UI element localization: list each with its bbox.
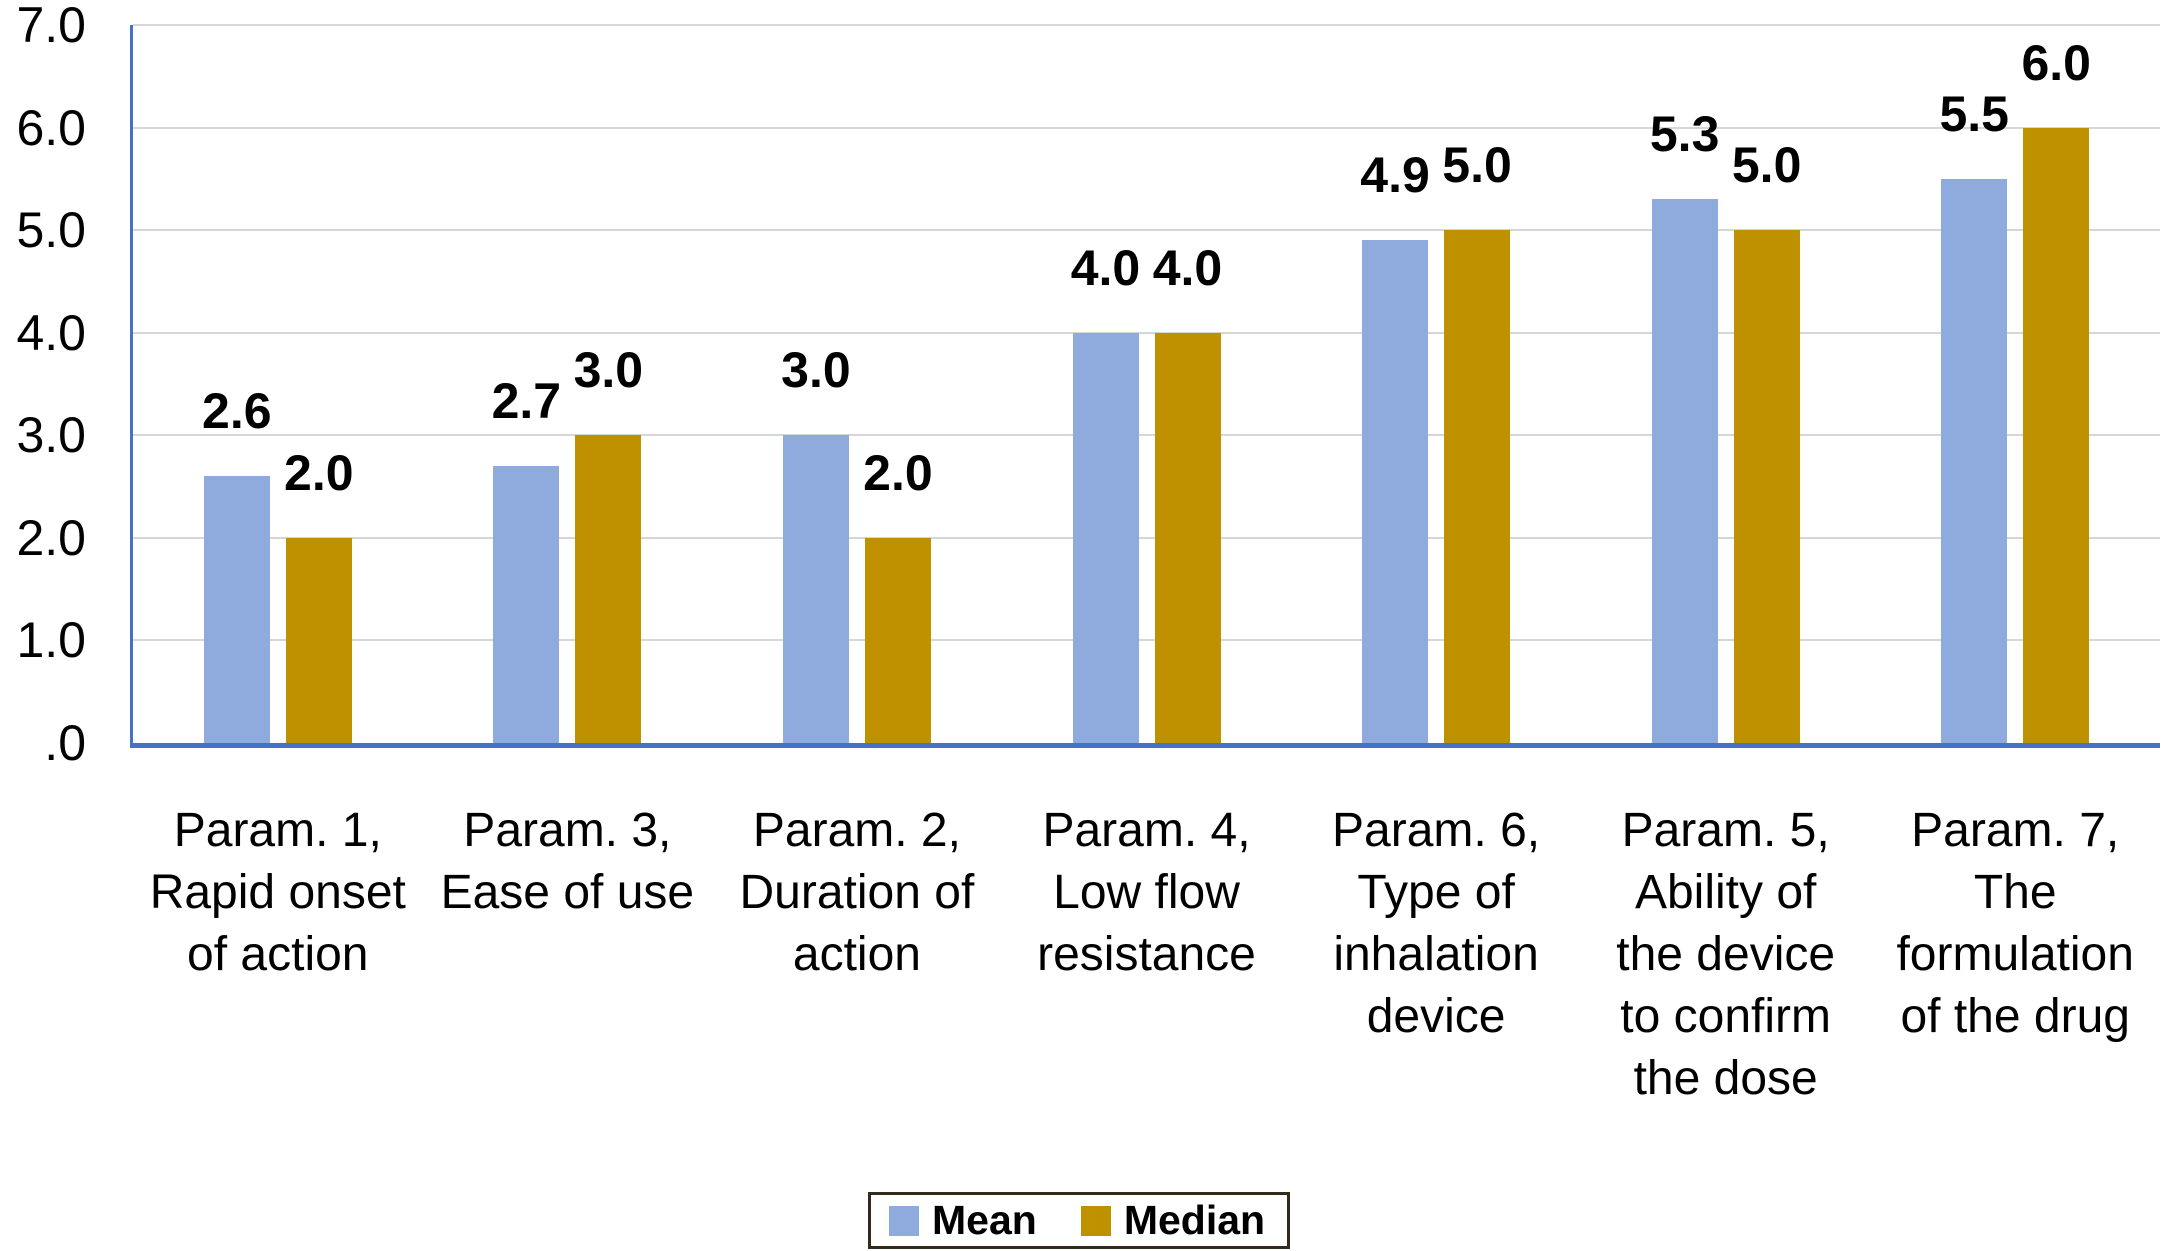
data-label-median-category-6: 5.0 (1731, 137, 1802, 194)
legend: Mean Median (868, 1192, 1291, 1249)
bar-mean-category-5 (1362, 240, 1429, 743)
bar-median-category-3 (864, 537, 931, 743)
x-category-label-7: Param. 7, The formulation of the drug (1896, 804, 2134, 1043)
data-label-mean-category-7: 5.5 (1939, 85, 2009, 142)
data-label-mean-category-6: 5.3 (1649, 106, 1720, 163)
legend-label-mean: Mean (932, 1197, 1037, 1243)
bar-median-category-7 (2023, 127, 2090, 743)
y-tick-label: 2.0 (16, 509, 86, 566)
x-category-label-3: Param. 2, Duration of action (739, 804, 975, 981)
plot-area: 2.6 2.7 3.0 4.0 4.9 5.3 5.5 2.0 3.0 2.0 4.0 5.0 5.0 6… (130, 24, 2160, 748)
bar-mean-category-3 (782, 435, 849, 743)
bar-median-category-1 (285, 537, 352, 743)
gridline (133, 536, 2160, 539)
legend-swatch-median (1080, 1205, 1111, 1236)
legend-label-median: Median (1123, 1197, 1266, 1243)
x-axis-line (130, 743, 2160, 748)
bar-median-category-4 (1154, 332, 1221, 743)
legend-item-mean: Mean (889, 1200, 1037, 1241)
y-tick-label: .0 (44, 715, 86, 771)
bar-median-category-2 (575, 435, 642, 743)
gridline (133, 639, 2160, 642)
x-category-label-2: Param. 3, Ease of use (440, 804, 695, 919)
legend-swatch-mean (889, 1205, 919, 1236)
bar-mean-category-7 (1941, 178, 2008, 743)
y-tick-label: 6.0 (16, 99, 86, 156)
y-axis-line (130, 25, 133, 748)
y-tick-label: 4.0 (16, 304, 86, 361)
data-label-mean-category-4: 4.0 (1070, 239, 1141, 296)
x-category-label-4: Param. 4, Low flow resistance (1037, 804, 1256, 981)
bar-mean-category-4 (1072, 332, 1139, 743)
gridline (133, 434, 2160, 437)
gridline (133, 229, 2160, 232)
data-label-median-category-4: 4.0 (1152, 239, 1223, 296)
legend-item-median: Median (1080, 1197, 1266, 1243)
data-label-mean-category-2: 2.7 (491, 373, 562, 430)
data-label-median-category-7: 6.0 (2021, 34, 2091, 91)
x-category-label-6: Param. 5, Ability of the device to confi… (1616, 804, 1836, 1105)
data-label-mean-category-1: 2.6 (202, 383, 272, 440)
y-tick-label: 3.0 (16, 407, 86, 464)
bar-mean-category-6 (1651, 199, 1718, 743)
gridline (133, 331, 2160, 334)
data-label-mean-category-3: 3.0 (781, 342, 851, 399)
x-category-label-5: Param. 6, Type of inhalation device (1332, 804, 1541, 1043)
data-label-median-category-1: 2.0 (284, 444, 354, 501)
bar-median-category-6 (1733, 230, 1800, 743)
gridline (133, 126, 2160, 129)
data-label-mean-category-5: 4.9 (1360, 147, 1430, 204)
x-category-label-1: Param. 1, Rapid onset of action (149, 804, 406, 981)
y-tick-label: 5.0 (16, 202, 86, 259)
y-tick-label: 1.0 (16, 612, 86, 669)
data-label-median-category-3: 2.0 (863, 444, 933, 501)
bar-median-category-5 (1444, 230, 1511, 743)
data-label-median-category-5: 5.0 (1442, 137, 1512, 194)
data-label-median-category-2: 3.0 (573, 342, 644, 399)
y-tick-label: 7.0 (16, 0, 86, 53)
bar-mean-category-2 (493, 466, 560, 743)
gridline (133, 24, 2160, 26)
bar-mean-category-1 (203, 476, 270, 743)
